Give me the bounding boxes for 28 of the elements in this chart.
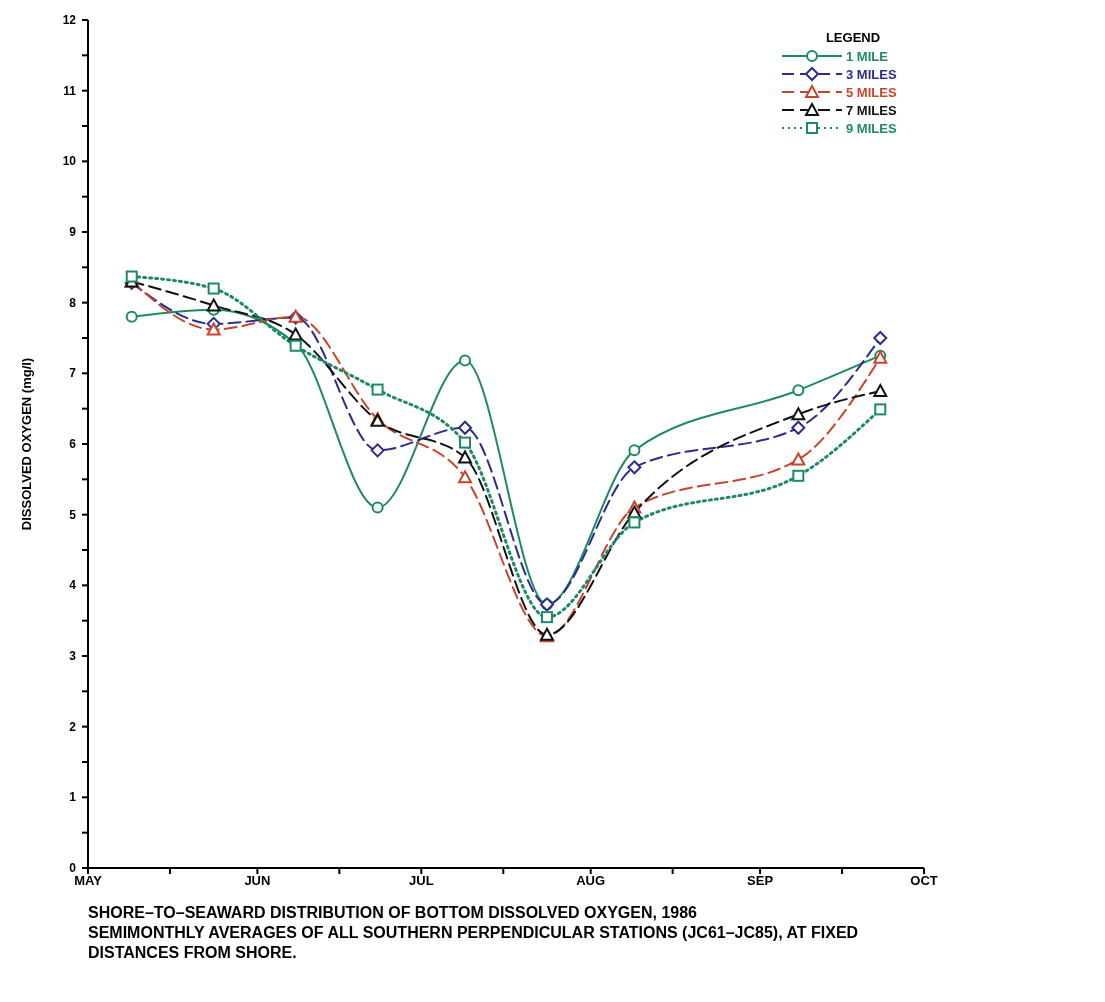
x-tick-label: AUG [576, 873, 606, 889]
y-tick-label: 2 [69, 719, 77, 734]
x-tick-label: JUL [409, 873, 434, 889]
legend-label: 1 MILE [846, 48, 888, 64]
y-tick-label: 12 [62, 13, 77, 27]
x-tick-label: OCT [910, 873, 938, 889]
y-tick-label: 1 [69, 790, 77, 805]
legend-label: 3 MILES [846, 66, 897, 82]
y-tick-label: 9 [69, 225, 77, 239]
y-tick-label: 5 [69, 507, 77, 522]
y-tick-label: 0 [69, 861, 77, 875]
text: SHORE–TO–SEAWARD DISTRIBUTION OF BOTTOM DISSOLVED OXYGEN, 1986 [88, 903, 698, 923]
y-tick-label: 6 [69, 437, 77, 451]
y-axis-title: DISSOLVED OXYGEN (mg/l) [18, 357, 34, 531]
x-tick-label: JUN [244, 873, 271, 889]
y-tick-label: 11 [63, 83, 77, 98]
y-tick-label: 4 [69, 578, 77, 593]
x-tick-label: SEP [747, 873, 774, 889]
legend-label: 7 MILES [846, 102, 897, 118]
legend-label: 9 MILES [846, 120, 897, 136]
y-tick-label: 8 [69, 295, 77, 310]
text: SEMIMONTHLY AVERAGES OF ALL SOUTHERN PERPENDICULAR STATIONS (JC61–JC85), AT FIXED DISTANCES FROM SHORE. [88, 923, 860, 963]
y-tick-label: 3 [69, 649, 77, 663]
x-tick-label: MAY [74, 873, 103, 889]
legend-title: LEGEND [824, 30, 882, 45]
legend-label: 5 MILES [846, 84, 897, 100]
y-tick-label: 7 [69, 366, 77, 381]
y-tick-label: 10 [62, 154, 77, 169]
